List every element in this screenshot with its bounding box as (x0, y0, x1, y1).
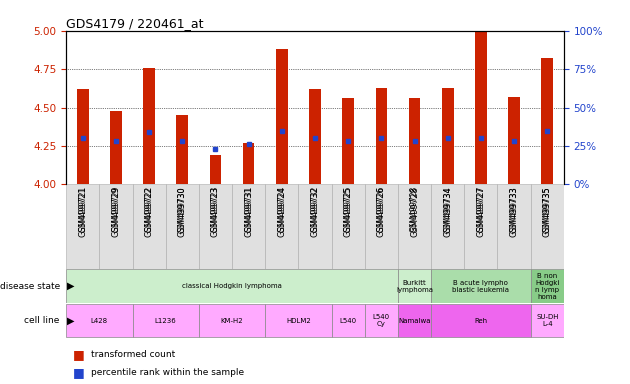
Text: GSM499722: GSM499722 (145, 186, 154, 232)
Text: SU-DH
L-4: SU-DH L-4 (536, 314, 559, 327)
FancyBboxPatch shape (331, 184, 365, 269)
Bar (508, 97, 520, 184)
FancyBboxPatch shape (66, 304, 132, 337)
Text: GSM499721: GSM499721 (78, 186, 87, 232)
FancyBboxPatch shape (398, 184, 431, 269)
Bar (110, 111, 122, 184)
FancyBboxPatch shape (530, 304, 564, 337)
Bar (243, 143, 255, 184)
FancyBboxPatch shape (431, 184, 464, 269)
FancyBboxPatch shape (431, 270, 530, 303)
Text: ▶: ▶ (67, 316, 75, 326)
Bar (309, 89, 321, 184)
Text: GSM499731: GSM499731 (244, 186, 253, 232)
Bar (541, 58, 553, 184)
Text: GSM499732: GSM499732 (311, 186, 319, 237)
Text: GSM499727: GSM499727 (476, 186, 485, 232)
Text: disease state: disease state (0, 281, 60, 291)
Text: GSM499730: GSM499730 (178, 186, 186, 237)
Text: GSM499723: GSM499723 (211, 186, 220, 237)
Text: GSM499729: GSM499729 (112, 186, 120, 232)
Text: L540
Cy: L540 Cy (373, 314, 390, 327)
FancyBboxPatch shape (265, 184, 299, 269)
Bar (176, 115, 188, 184)
Text: GSM499724: GSM499724 (277, 186, 286, 237)
Text: GSM499731: GSM499731 (244, 186, 253, 237)
Text: ▶: ▶ (67, 281, 75, 291)
Text: GSM499726: GSM499726 (377, 186, 386, 237)
FancyBboxPatch shape (66, 184, 100, 269)
FancyBboxPatch shape (398, 304, 431, 337)
Text: cell line: cell line (25, 316, 60, 325)
Text: GSM499724: GSM499724 (277, 186, 286, 232)
Text: GSM499730: GSM499730 (178, 186, 186, 232)
Bar (77, 89, 89, 184)
FancyBboxPatch shape (132, 304, 199, 337)
Text: transformed count: transformed count (91, 349, 176, 359)
Text: L540: L540 (340, 318, 357, 324)
FancyBboxPatch shape (66, 270, 398, 303)
Bar (409, 98, 420, 184)
Text: B acute lympho
blastic leukemia: B acute lympho blastic leukemia (452, 280, 510, 293)
Bar (210, 155, 221, 184)
Text: Burkitt
lymphoma: Burkitt lymphoma (396, 280, 433, 293)
Text: GSM499722: GSM499722 (145, 186, 154, 237)
Text: GSM499735: GSM499735 (543, 186, 552, 237)
Text: GSM499723: GSM499723 (211, 186, 220, 232)
FancyBboxPatch shape (365, 304, 398, 337)
FancyBboxPatch shape (365, 184, 398, 269)
Text: GSM499734: GSM499734 (444, 186, 452, 232)
Text: percentile rank within the sample: percentile rank within the sample (91, 368, 244, 377)
Text: Namalwa: Namalwa (398, 318, 431, 324)
FancyBboxPatch shape (464, 184, 498, 269)
Bar (276, 49, 288, 184)
FancyBboxPatch shape (199, 304, 265, 337)
FancyBboxPatch shape (431, 304, 530, 337)
Text: ■: ■ (72, 348, 84, 361)
Text: GSM499732: GSM499732 (311, 186, 319, 232)
FancyBboxPatch shape (100, 184, 132, 269)
Text: Reh: Reh (474, 318, 488, 324)
Text: GSM499728: GSM499728 (410, 186, 419, 232)
Text: GSM499725: GSM499725 (344, 186, 353, 237)
Bar (442, 88, 454, 184)
Text: GSM499725: GSM499725 (344, 186, 353, 232)
Text: GSM499735: GSM499735 (543, 186, 552, 232)
Text: classical Hodgkin lymphoma: classical Hodgkin lymphoma (182, 283, 282, 289)
Bar (143, 68, 155, 184)
FancyBboxPatch shape (331, 304, 365, 337)
Text: HDLM2: HDLM2 (286, 318, 311, 324)
FancyBboxPatch shape (530, 270, 564, 303)
FancyBboxPatch shape (530, 184, 564, 269)
Text: ■: ■ (72, 366, 84, 379)
Text: GSM499733: GSM499733 (510, 186, 518, 237)
FancyBboxPatch shape (232, 184, 265, 269)
FancyBboxPatch shape (398, 270, 431, 303)
Bar (475, 31, 487, 184)
FancyBboxPatch shape (299, 184, 331, 269)
Text: GSM499721: GSM499721 (78, 186, 87, 237)
FancyBboxPatch shape (132, 184, 166, 269)
FancyBboxPatch shape (498, 184, 530, 269)
Text: B non
Hodgki
n lymp
homa: B non Hodgki n lymp homa (535, 273, 559, 300)
Bar (342, 98, 354, 184)
Text: GDS4179 / 220461_at: GDS4179 / 220461_at (66, 17, 203, 30)
Text: GSM499727: GSM499727 (476, 186, 485, 237)
Text: L428: L428 (91, 318, 108, 324)
Text: L1236: L1236 (155, 318, 176, 324)
Bar (375, 88, 387, 184)
Text: GSM499734: GSM499734 (444, 186, 452, 237)
Text: GSM499726: GSM499726 (377, 186, 386, 232)
FancyBboxPatch shape (199, 184, 232, 269)
FancyBboxPatch shape (265, 304, 331, 337)
Text: GSM499728: GSM499728 (410, 186, 419, 237)
Text: KM-H2: KM-H2 (220, 318, 243, 324)
Text: GSM499729: GSM499729 (112, 186, 120, 237)
FancyBboxPatch shape (166, 184, 199, 269)
Text: GSM499733: GSM499733 (510, 186, 518, 232)
